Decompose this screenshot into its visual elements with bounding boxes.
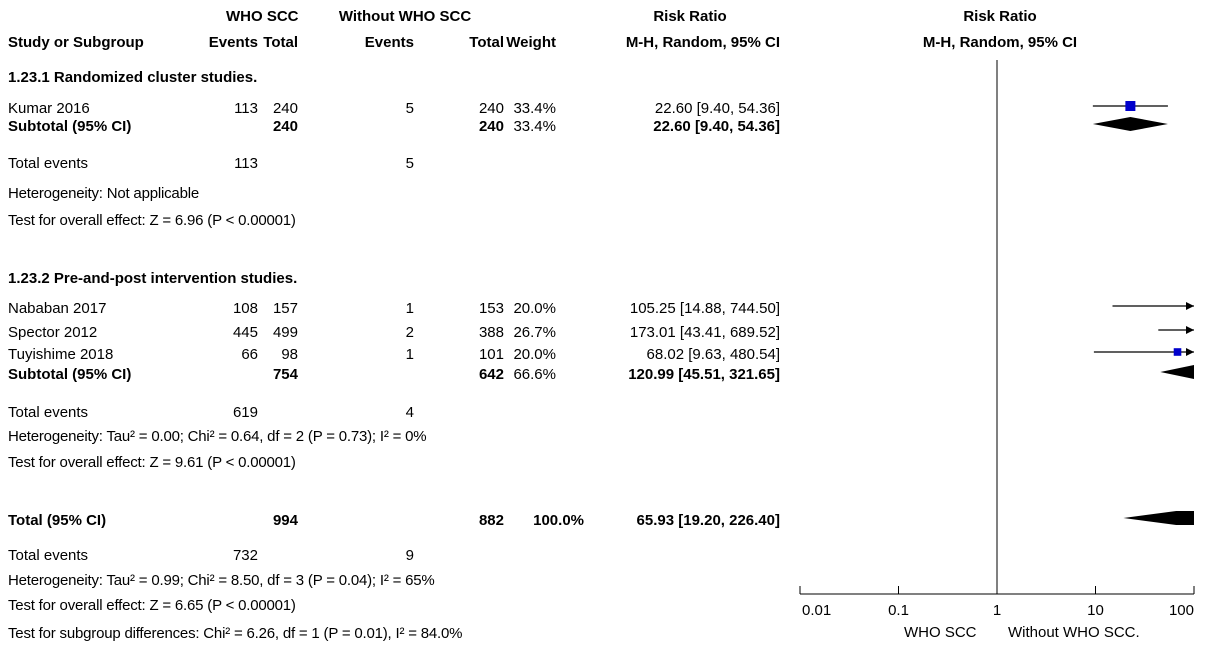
subtotal-total1: 240 [272, 118, 298, 135]
x-axis-tick-label: 10 [1087, 602, 1104, 619]
subgroup1-title: 1.23.1 Randomized cluster studies. [8, 69, 258, 86]
total1-cell: 240 [272, 100, 298, 117]
total-label: Total (95% CI) [8, 512, 107, 529]
total-total2: 882 [478, 512, 504, 529]
total-events-label: Total events [8, 404, 89, 421]
riskratio-header: Risk Ratio [653, 8, 727, 25]
events2-cell: 1 [405, 300, 414, 317]
events2-cell: 5 [405, 100, 414, 117]
study-header: Study or Subgroup [8, 34, 144, 51]
total-events-label: Total events [8, 155, 89, 172]
events1-cell: 113 [234, 100, 258, 117]
study-marker [1173, 348, 1182, 356]
ci-cell: 173.01 [43.41, 689.52] [629, 324, 780, 341]
events1-cell: 66 [241, 346, 258, 363]
events1-cell: 108 [232, 300, 258, 317]
events2-cell: 1 [405, 346, 414, 363]
study-name: Spector 2012 [8, 324, 98, 341]
total2-cell: 388 [478, 324, 504, 341]
subtotal-weight: 33.4% [513, 118, 556, 135]
subtotal-total2: 240 [478, 118, 504, 135]
total1-cell: 98 [281, 346, 298, 363]
subtotal-ci: 120.99 [45.51, 321.65] [628, 366, 780, 383]
favours-right-label: Without WHO SCC. [1008, 624, 1140, 641]
total1-header: Total [263, 34, 298, 51]
total-events-label: Total events [8, 547, 89, 564]
total1-cell: 157 [272, 300, 298, 317]
weight-cell: 33.4% [513, 100, 556, 117]
study-name: Kumar 2016 [8, 100, 90, 117]
heterogeneity-text: Heterogeneity: Tau² = 0.99; Chi² = 8.50,… [8, 572, 435, 589]
overall-effect-text: Test for overall effect: Z = 9.61 (P < 0… [8, 454, 296, 471]
heterogeneity-text: Heterogeneity: Tau² = 0.00; Chi² = 0.64,… [8, 428, 427, 445]
subtotal-label: Subtotal (95% CI) [8, 118, 132, 135]
total-events2: 9 [405, 547, 414, 564]
weight-cell: 20.0% [513, 300, 556, 317]
subtotal-weight: 66.6% [513, 366, 556, 383]
events1-cell: 445 [232, 324, 258, 341]
study-name: Nababan 2017 [8, 300, 107, 317]
group1-header: WHO SCC [226, 8, 299, 25]
subtotal-total1: 754 [272, 366, 298, 383]
events1-header: Events [208, 34, 258, 51]
subgroup2-title: 1.23.2 Pre-and-post intervention studies… [8, 270, 298, 287]
total1-cell: 499 [272, 324, 298, 341]
total-events1: 113 [234, 155, 258, 172]
x-axis-tick-label: 0.01 [802, 602, 831, 619]
total2-cell: 240 [478, 100, 504, 117]
total2-cell: 153 [478, 300, 504, 317]
total-weight: 100.0% [533, 512, 584, 529]
total2-cell: 101 [478, 346, 504, 363]
total-total1: 994 [272, 512, 298, 529]
ci-cell: 22.60 [9.40, 54.36] [654, 100, 780, 117]
weight-cell: 20.0% [513, 346, 556, 363]
total-ci: 65.93 [19.20, 226.40] [636, 512, 780, 529]
total2-header: Total [469, 34, 504, 51]
total-events1: 619 [232, 404, 258, 421]
plot-title: Risk Ratio [963, 8, 1037, 25]
pooled-diamond [1092, 117, 1168, 131]
study-name: Tuyishime 2018 [8, 346, 114, 363]
subtotal-total2: 642 [478, 366, 504, 383]
subtotal-ci: 22.60 [9.40, 54.36] [653, 118, 780, 135]
study-marker [1125, 101, 1136, 111]
subtotal-label: Subtotal (95% CI) [8, 366, 132, 383]
pooled-diamond [1123, 511, 1194, 525]
ci-cell: 105.25 [14.88, 744.50] [629, 300, 780, 317]
events2-cell: 2 [405, 324, 414, 341]
pooled-diamond [1160, 365, 1194, 379]
total-events1: 732 [232, 547, 258, 564]
weight-cell: 26.7% [513, 324, 556, 341]
x-axis-tick-label: 0.1 [888, 602, 909, 619]
x-axis-tick-label: 1 [993, 602, 1001, 619]
x-axis-tick-label: 100 [1169, 602, 1194, 619]
plot-method-header: M-H, Random, 95% CI [922, 34, 1078, 51]
ci-arrow [1186, 302, 1194, 310]
overall-effect-text: Test for overall effect: Z = 6.96 (P < 0… [8, 212, 296, 229]
group2-header: Without WHO SCC [338, 8, 472, 25]
favours-left-label: WHO SCC [904, 624, 977, 641]
total-events2: 5 [405, 155, 414, 172]
subgroup-differences-text: Test for subgroup differences: Chi² = 6.… [8, 625, 463, 642]
weight-header: Weight [506, 34, 556, 51]
total-events2: 4 [405, 404, 414, 421]
method-header: M-H, Random, 95% CI [625, 34, 780, 51]
ci-arrow [1186, 326, 1194, 334]
ci-cell: 68.02 [9.63, 480.54] [646, 346, 780, 363]
ci-arrow [1186, 348, 1194, 356]
heterogeneity-text: Heterogeneity: Not applicable [8, 185, 199, 202]
overall-effect-text: Test for overall effect: Z = 6.65 (P < 0… [8, 597, 296, 614]
events2-header: Events [364, 34, 414, 51]
